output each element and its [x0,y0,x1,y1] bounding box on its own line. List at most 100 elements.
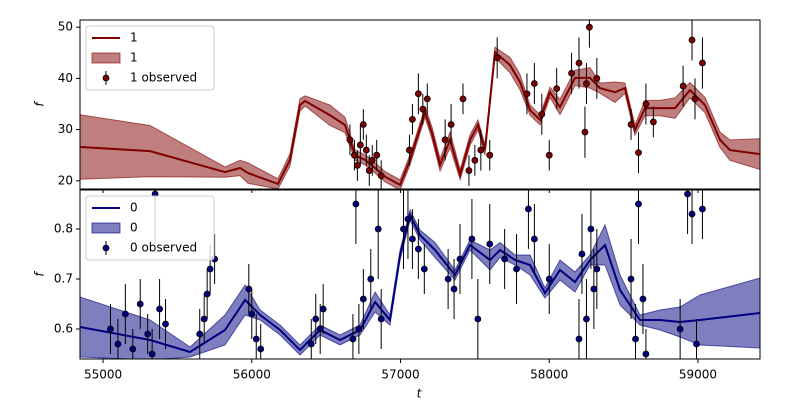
observed-point [632,335,639,343]
observed-point [406,146,413,154]
observed-point [450,285,458,293]
legend-marker [102,244,110,252]
legend-patch [91,222,121,234]
observed-point [355,325,363,333]
y-tick-label: 0.8 [54,222,73,236]
observed-point [257,345,265,353]
observed-point [196,330,204,338]
confidence-band [80,46,760,189]
legend-label: 1 [130,51,138,65]
plot-area [80,190,760,359]
observed-point [346,136,354,144]
legend-label: 0 [130,201,138,215]
observed-point [693,340,700,348]
observed-point [471,156,479,164]
observed-point [414,245,422,253]
observed-point [486,151,494,159]
y-tick-label: 40 [58,71,73,85]
observed-point [486,240,494,248]
legend-box [85,195,215,261]
observed-point [465,167,473,174]
observed-point [356,141,364,149]
observed-point [420,265,428,273]
y-axis-label: f [33,101,47,107]
observed-point [444,275,452,283]
observed-point [642,100,650,108]
mean-line [80,212,760,354]
observed-point [523,90,531,98]
y-tick-label: 50 [58,20,73,34]
observed-point [590,285,598,293]
observed-point [530,80,538,87]
x-tick-label: 56000 [233,368,271,382]
observed-point [409,115,416,123]
observed-point [525,205,532,213]
observed-point [501,255,509,263]
observed-point [627,121,635,128]
observed-point [114,340,122,348]
observed-point [635,149,642,157]
y-axis-label: f [33,271,47,277]
x-tick-label: 55000 [84,368,122,382]
legend-box [85,25,215,91]
observed-point [545,151,553,159]
observed-point [162,320,169,328]
observed-point [312,315,320,323]
observed-point [691,95,699,103]
observed-point [136,300,144,308]
observed-point [414,90,422,98]
observed-point [545,275,553,283]
observed-point [374,225,382,233]
observed-point [459,95,467,103]
observed-point [352,200,360,208]
observed-point [248,310,256,318]
mean-line [80,50,760,187]
observed-point [456,255,464,263]
observed-point [538,110,546,118]
legend-patch [91,52,121,64]
observed-point [373,151,381,159]
observed-point [359,295,367,303]
observed-point [699,59,706,67]
observed-point [586,23,593,31]
observed-point [377,315,385,323]
legend-label: 0 observed [130,241,197,255]
y-tick-label: 20 [58,173,73,187]
observed-point [206,265,214,273]
y-tick-label: 30 [58,122,73,136]
y-tick-label: 0.7 [54,272,73,286]
observed-point [423,95,431,103]
observed-point [107,325,114,333]
observed-point [441,136,449,144]
observed-point [200,315,208,323]
observed-point [688,210,696,218]
observed-point [144,330,152,338]
observed-point [587,225,595,233]
observed-point [129,345,137,353]
x-tick-label: 58000 [530,368,568,382]
legend-label: 1 observed [130,71,197,85]
legend-label: 0 [130,221,138,235]
observed-point [493,54,501,62]
observed-point [583,80,590,87]
observed-point [319,305,327,313]
x-tick-label: 57000 [381,368,419,382]
observed-point [642,350,650,358]
observed-point [581,128,589,136]
observed-point [121,310,129,318]
observed-point [474,315,482,323]
observed-point [148,350,156,358]
legend-label: 1 [130,31,138,45]
observed-point [419,105,427,113]
observed-point [513,265,520,273]
observed-point [400,225,407,233]
observed-point [477,146,485,154]
observed-point [676,325,684,333]
observed-point [351,151,358,159]
observed-point [568,69,575,77]
observed-point [307,340,315,348]
observed-point [635,200,642,208]
observed-point [367,275,375,283]
observed-point [409,235,416,243]
